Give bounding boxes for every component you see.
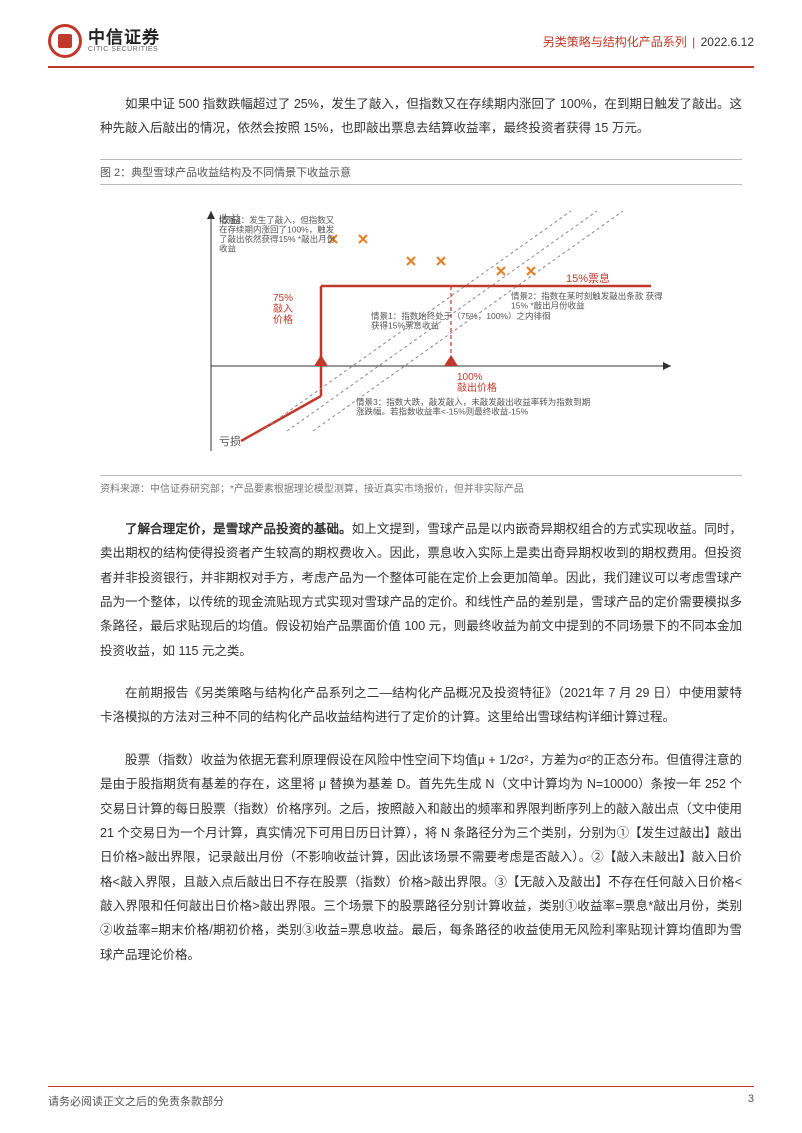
header-right: 另类策略与结构化产品系列 | 2022.6.12 [543,33,754,50]
svg-text:获得15%票息收益: 获得15%票息收益 [371,320,440,330]
paragraph-3: 在前期报告《另类策略与结构化产品系列之二—结构化产品概况及投资特征》（2021年… [100,681,742,730]
header-rule [48,66,754,68]
paragraph-4: 股票（指数）收益为依据无套利原理假设在风险中性空间下均值μ + 1/2σ²，方差… [100,748,742,967]
svg-text:15%票息: 15%票息 [566,271,610,285]
logo-en: CITIC SECURITIES [88,46,160,53]
svg-text:敲出价格: 敲出价格 [457,381,497,394]
svg-text:情景1：指数始终处于（75%，100%）之内徘徊: 情景1：指数始终处于（75%，100%）之内徘徊 [371,311,550,321]
logo-icon [48,24,82,58]
svg-text:收益: 收益 [219,243,237,253]
figure-source: 资料来源：中信证券研究部；*产品要素根据理论模型测算，接近真实市场报价，但并非实… [100,475,742,499]
para2-body: 如上文提到，雪球产品是以内嵌奇异期权组合的方式实现收益。同时，卖出期权的结构使得… [100,522,742,658]
page-footer: 请务必阅读正文之后的免责条款部分 3 [48,1086,754,1109]
svg-text:涨跌幅。若指数收益率<-15%则最终收益-15%: 涨跌幅。若指数收益率<-15%则最终收益-15% [356,406,529,416]
para2-lead: 了解合理定价，是雪球产品投资的基础。 [125,522,352,536]
svg-text:15% *敲出月份收益: 15% *敲出月份收益 [511,300,585,310]
svg-text:了敲出依然获得15% *敲出月份: 了敲出依然获得15% *敲出月份 [219,234,336,244]
content-area: 如果中证 500 指数跌幅超过了 25%，发生了敲入，但指数又在存续期内涨回了 … [0,72,802,967]
page-number: 3 [748,1093,754,1109]
paragraph-1: 如果中证 500 指数跌幅超过了 25%，发生了敲入，但指数又在存续期内涨回了 … [100,92,742,141]
svg-text:100%: 100% [457,372,483,383]
figure-caption: 图 2：典型雪球产品收益结构及不同情景下收益示意 [100,159,742,185]
header-date: 2022.6.12 [701,35,754,49]
svg-text:情景4：发生了敲入，但指数又: 情景4：发生了敲入，但指数又 [219,215,335,225]
logo-block: 中信证券 CITIC SECURITIES [48,24,160,58]
footer-disclaimer: 请务必阅读正文之后的免责条款部分 [48,1093,224,1109]
svg-text:75%: 75% [273,293,293,304]
page-header: 中信证券 CITIC SECURITIES 另类策略与结构化产品系列 | 202… [0,0,802,66]
svg-text:敲入: 敲入 [273,302,293,315]
paragraph-2: 了解合理定价，是雪球产品投资的基础。如上文提到，雪球产品是以内嵌奇异期权组合的方… [100,517,742,663]
series-title: 另类策略与结构化产品系列 [543,35,687,49]
separator: | [692,35,695,49]
svg-text:在存续期内涨回了100%，触发: 在存续期内涨回了100%，触发 [219,224,335,234]
svg-text:亏损: 亏损 [219,434,241,448]
svg-text:情景2：指数在某时刻触发敲出条款 获得: 情景2：指数在某时刻触发敲出条款 获得 [511,291,663,301]
svg-text:价格: 价格 [273,313,293,326]
payoff-chart: 收益亏损 75%敲入价格 100%敲出价格 15%票息 情景4：发生了敲入，但指数又在存… [100,191,742,471]
logo-cn: 中信证券 [88,29,160,46]
svg-text:情景3：指数大跌，敲发敲入，未敲发敲出收益率转为指数到期: 情景3：指数大跌，敲发敲入，未敲发敲出收益率转为指数到期 [356,397,590,407]
